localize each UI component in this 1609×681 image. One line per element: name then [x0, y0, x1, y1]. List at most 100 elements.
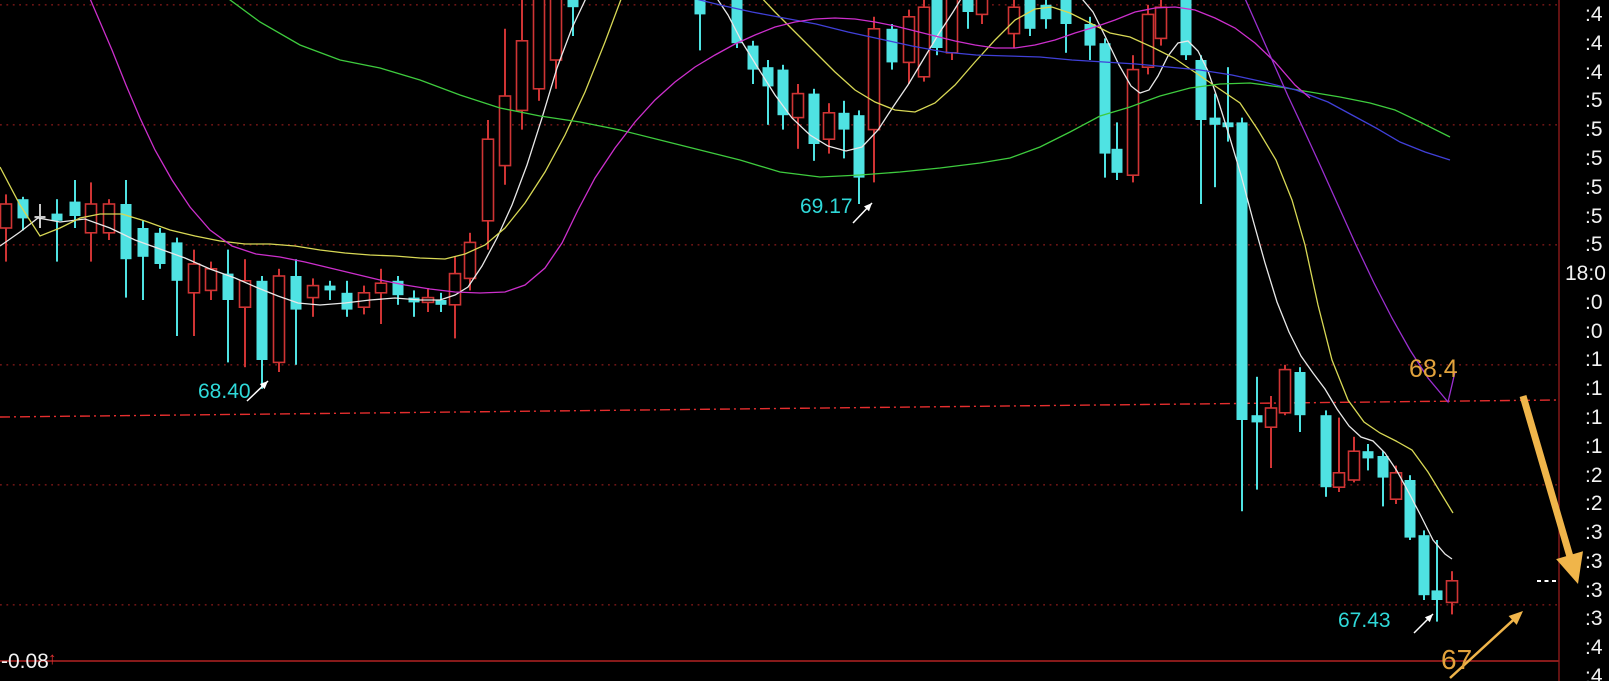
ma-line-magenta — [89, 0, 1311, 294]
ma-line-yellow — [762, 0, 1454, 514]
candle-body-up — [1126, 68, 1140, 176]
candle-body-up — [481, 138, 495, 222]
candle-body-down — [1222, 122, 1234, 128]
candle-body-down — [392, 280, 404, 296]
candle-body-up — [102, 203, 116, 234]
candle-body-down — [1024, 0, 1036, 29]
candle-body-down — [69, 201, 81, 216]
candle-body-down — [886, 28, 898, 63]
candle-body-down — [1195, 60, 1207, 120]
candle-body-up — [1141, 13, 1155, 68]
ma-line-white — [717, 0, 962, 152]
price-annotation-6917: 69.17 — [800, 195, 853, 218]
time-axis-label: :5 — [1585, 233, 1603, 257]
up-pointer-arrowhead — [1508, 611, 1523, 625]
candle-body-up — [515, 39, 529, 112]
down-trend-arrowhead — [1556, 551, 1583, 584]
candle-body-down — [1418, 535, 1430, 596]
time-axis-label: :1 — [1585, 405, 1603, 429]
candle-body-down — [1111, 148, 1123, 173]
time-axis-label: :2 — [1585, 492, 1603, 516]
candle-body-down — [171, 242, 183, 281]
price-annotation-6743: 67.43 — [1338, 609, 1391, 632]
candle-body-up — [902, 15, 916, 64]
candle-body-doji — [34, 216, 46, 219]
candle-body-down — [694, 0, 706, 15]
candle-body-down — [51, 213, 63, 221]
candle-body-up — [1278, 368, 1292, 414]
change-value-label: -0.08 — [1, 650, 49, 673]
candle-body-up — [975, 0, 989, 16]
candle-body-down — [435, 300, 447, 305]
candle-body-up — [272, 275, 286, 364]
candle-body-down — [731, 0, 743, 44]
time-axis-label: :4 — [1585, 31, 1603, 55]
time-axis-label: :4 — [1585, 636, 1603, 660]
ma-line-yellow — [0, 0, 622, 260]
up-pointer-arrow — [1449, 616, 1517, 679]
candle-body-down — [1040, 4, 1052, 20]
candle-body-up — [0, 203, 13, 229]
time-axis-label: :1 — [1585, 377, 1603, 401]
candle-body-down — [747, 45, 759, 70]
candle-body-up — [549, 0, 563, 61]
candle-body-down — [1431, 590, 1443, 600]
candle-body-up — [1445, 579, 1459, 604]
candle-body-down — [256, 280, 268, 360]
candle-body-up — [463, 241, 477, 280]
candle-body-down — [1251, 415, 1263, 423]
candle-body-down — [1084, 24, 1096, 46]
ma-line-violet — [1244, 0, 1456, 404]
time-axis-label: :5 — [1585, 146, 1603, 170]
candle-body-up — [867, 27, 881, 131]
candle-body-up — [1332, 471, 1346, 488]
candle-body-up — [448, 272, 462, 306]
level-annotation-684: 68.4 — [1409, 355, 1458, 383]
time-axis-label: 18:0 — [1565, 262, 1606, 285]
time-axis-label: :4 — [1585, 3, 1603, 26]
time-axis-label: :4 — [1585, 664, 1603, 681]
time-axis-label: :3 — [1585, 521, 1603, 544]
candle-body-up — [238, 279, 252, 308]
candle-body-up — [1154, 6, 1168, 40]
ma-line-white — [0, 0, 586, 306]
ma-line-white — [1082, 0, 1453, 560]
candle-body-down — [1099, 43, 1111, 154]
candle-body-down — [931, 0, 943, 49]
candle-body-up — [84, 203, 98, 234]
candle-body-up — [498, 95, 512, 167]
candle-body-down — [838, 112, 850, 130]
candle-body-down — [1209, 117, 1221, 125]
candle-body-down — [1320, 415, 1332, 488]
label-pointer-arrowhead — [1424, 614, 1433, 623]
candle-body-down — [120, 204, 132, 260]
time-axis-label: :5 — [1585, 118, 1603, 142]
candle-body-down — [1236, 122, 1248, 421]
time-axis-label: :5 — [1585, 175, 1603, 199]
candle-body-down — [567, 0, 579, 8]
candle-body-up — [187, 263, 201, 294]
time-axis-label: :3 — [1585, 607, 1603, 631]
candle-body-down — [290, 276, 302, 310]
target-annotation-67: 67 — [1441, 644, 1473, 675]
candle-body-up — [791, 92, 805, 119]
candle-body-down — [962, 0, 974, 12]
candle-body-up — [306, 284, 320, 299]
candle-body-up — [917, 6, 931, 78]
time-axis-label: :0 — [1585, 319, 1603, 343]
candle-body-down — [341, 292, 353, 310]
candle-body-up — [532, 0, 546, 90]
candle-body-down — [1362, 451, 1374, 459]
time-axis-label: :5 — [1585, 89, 1603, 113]
down-trend-arrow — [1519, 395, 1576, 564]
candle-body-up — [374, 282, 388, 294]
candle-body-down — [853, 115, 865, 178]
time-axis-label: :3 — [1585, 549, 1603, 573]
candle-body-down — [777, 69, 789, 116]
candle-body-up — [204, 267, 218, 292]
candle-body-down — [1180, 0, 1192, 56]
candle-body-down — [808, 93, 820, 144]
candle-body-up — [1264, 407, 1278, 429]
